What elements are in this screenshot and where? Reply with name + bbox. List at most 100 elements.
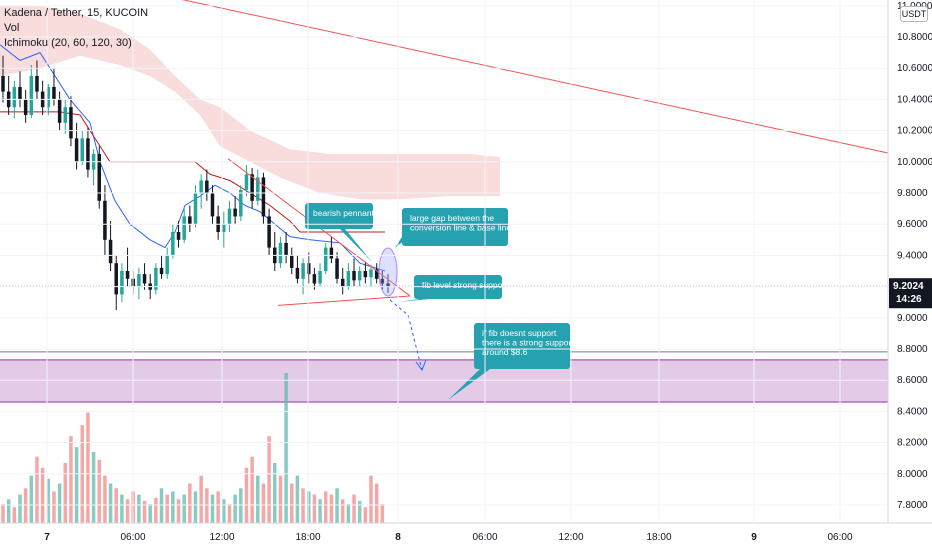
pennant-lower-line bbox=[277, 295, 411, 306]
candle-body bbox=[380, 278, 385, 284]
volume-bar bbox=[374, 483, 379, 523]
candle-body bbox=[63, 107, 68, 123]
callout-fib-fail bbox=[474, 323, 570, 369]
candle-body bbox=[23, 99, 28, 115]
ichimoku-indicator-label[interactable]: Ichimoku (20, 60, 120, 30) bbox=[4, 37, 132, 49]
volume-bar bbox=[108, 483, 113, 523]
callout-text: large gap between the bbox=[410, 213, 494, 223]
candle-body bbox=[205, 180, 209, 193]
callout-pointer bbox=[448, 369, 490, 400]
candle-body bbox=[346, 271, 351, 287]
x-tick-label: 12:00 bbox=[558, 532, 583, 543]
volume-bar bbox=[318, 499, 322, 523]
candle-body bbox=[1, 76, 5, 92]
volume-bar bbox=[261, 483, 266, 523]
candle-body bbox=[125, 271, 130, 279]
volume-bar bbox=[159, 488, 164, 523]
candle-body bbox=[352, 271, 356, 281]
volume-bar bbox=[210, 494, 215, 523]
volume-bar bbox=[154, 497, 158, 523]
volume-bar bbox=[312, 494, 317, 523]
candle-body bbox=[318, 271, 322, 284]
candle-body bbox=[312, 274, 317, 284]
volume-bar bbox=[120, 494, 124, 523]
y-tick-label: 9.6000 bbox=[897, 219, 928, 230]
y-tick-label: 9.4000 bbox=[897, 250, 928, 261]
callout-text: there is a strong support bbox=[482, 338, 574, 348]
volume-bar bbox=[57, 483, 62, 523]
y-axis[interactable]: 7.8000 8.0000 8.2000 8.4000 8.6000 8.8000 9.00… bbox=[0, 0, 932, 523]
y-tick-label: 8.8000 bbox=[897, 344, 928, 355]
long-trendline bbox=[181, 0, 889, 154]
candle-body bbox=[227, 208, 232, 225]
candle-body bbox=[114, 263, 118, 295]
candle-body bbox=[182, 216, 186, 240]
y-tick-label: 10.6000 bbox=[897, 63, 932, 74]
volume-bar bbox=[250, 456, 254, 523]
volume-indicator-label[interactable]: Vol bbox=[4, 22, 20, 34]
x-tick-label: 18:00 bbox=[646, 532, 671, 543]
candle-body bbox=[369, 269, 373, 278]
candle-body bbox=[69, 107, 73, 139]
y-tick-label: 10.8000 bbox=[897, 32, 932, 43]
candle-body bbox=[97, 154, 102, 201]
volume-bar bbox=[346, 504, 351, 523]
y-tick-label: 7.8000 bbox=[897, 500, 928, 511]
candle-body bbox=[357, 271, 362, 281]
candle-body bbox=[86, 138, 90, 170]
candle-body bbox=[12, 86, 17, 108]
symbol-title[interactable]: Kadena / Tether, 15, KUCOIN bbox=[4, 7, 149, 19]
candle-body bbox=[199, 180, 203, 193]
conversion-line bbox=[0, 44, 386, 272]
candle-body bbox=[323, 247, 328, 271]
base-line bbox=[0, 111, 385, 233]
callout-bearish-pennant bbox=[305, 203, 373, 229]
cloud-area bbox=[0, 5, 500, 200]
projection-arrow bbox=[389, 299, 423, 371]
candle-body bbox=[295, 267, 300, 279]
y-tick-label: 10.0000 bbox=[897, 157, 932, 168]
legend: Kadena / Tether, 15, KUCOIN Vol Ichimoku… bbox=[4, 6, 148, 51]
volume-bar bbox=[91, 451, 96, 523]
support-zone-band bbox=[0, 359, 888, 403]
callout-text: fib level strong support bbox=[422, 280, 508, 290]
volume-bar bbox=[182, 494, 186, 523]
x-tick-label: 18:00 bbox=[295, 532, 320, 543]
candle-body bbox=[210, 193, 215, 217]
volume-bar bbox=[369, 475, 373, 523]
candle-body bbox=[46, 86, 51, 108]
y-tick-label: 9.8000 bbox=[897, 188, 928, 199]
candle-body bbox=[329, 247, 334, 259]
volume-bar bbox=[193, 491, 198, 523]
volume-bar bbox=[52, 491, 56, 523]
volume-bar bbox=[222, 499, 226, 523]
volume-bar bbox=[176, 499, 181, 523]
y-tick-label: 10.2000 bbox=[897, 126, 932, 137]
candle-body bbox=[363, 271, 368, 278]
currency-button[interactable]: USDT bbox=[900, 6, 928, 22]
price-tag-countdown: 14:26 bbox=[896, 294, 922, 305]
candle-body bbox=[374, 269, 379, 279]
projection-arrowhead bbox=[415, 359, 427, 372]
callout-pointer bbox=[340, 229, 372, 262]
candle-body bbox=[306, 263, 311, 275]
x-tick-label: 06:00 bbox=[827, 532, 852, 543]
x-tick-label: 9 bbox=[751, 532, 757, 543]
volume-bar bbox=[273, 463, 277, 523]
candle-body bbox=[52, 86, 56, 100]
volume-bar bbox=[171, 491, 175, 523]
y-tick-label: 10.4000 bbox=[897, 94, 932, 105]
candle-body bbox=[154, 267, 158, 290]
x-tick-label: 7 bbox=[44, 532, 50, 543]
candle-body bbox=[261, 177, 266, 217]
candle-body bbox=[335, 258, 339, 279]
volume-bar bbox=[363, 507, 368, 523]
volume-bar bbox=[278, 475, 283, 523]
candle-body bbox=[120, 271, 124, 295]
price-tag-box bbox=[889, 278, 932, 309]
candle-body bbox=[267, 216, 271, 248]
candle-body bbox=[284, 242, 288, 256]
candle-body bbox=[244, 174, 249, 190]
